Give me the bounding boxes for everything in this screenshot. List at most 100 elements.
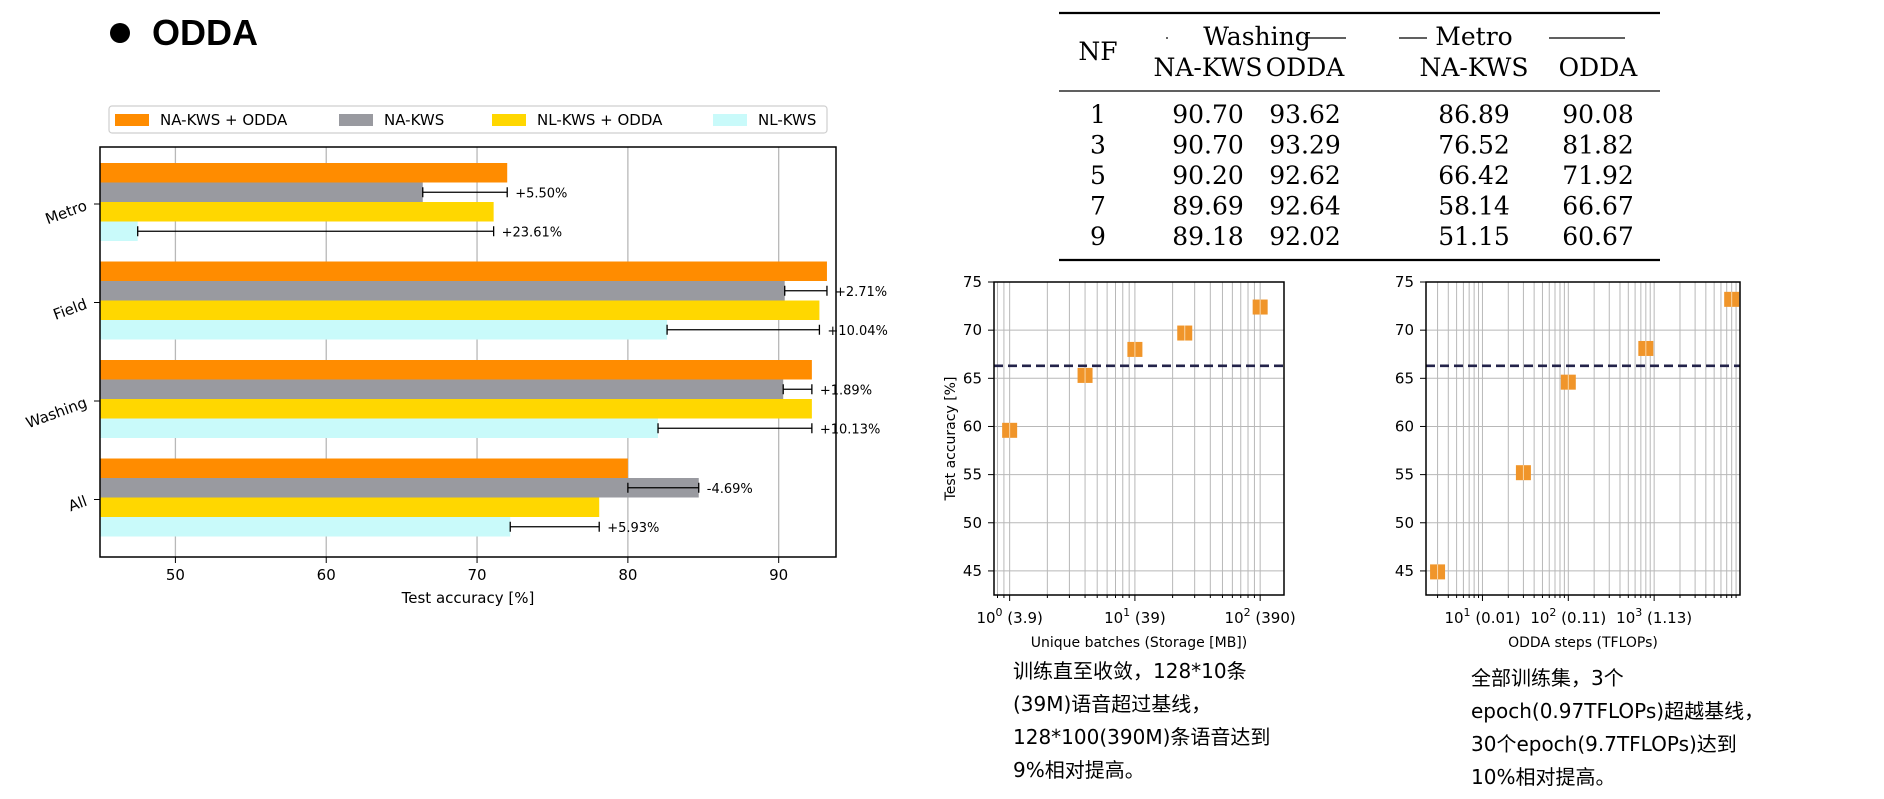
y-tick-label: 75 — [963, 273, 982, 291]
table-cell: 90.70 — [1172, 131, 1244, 160]
table-cell: 9 — [1090, 222, 1106, 251]
y-tick-label: 45 — [1395, 562, 1414, 580]
bar — [100, 163, 508, 183]
table-column-header: NA-KWS — [1420, 53, 1529, 82]
table-column-header: NA-KWS — [1154, 53, 1263, 82]
table-cell: 86.89 — [1438, 100, 1510, 129]
y-tick-label: 50 — [1395, 514, 1414, 532]
plot-frame — [993, 281, 1285, 596]
bar — [100, 221, 138, 241]
table-cell: 5 — [1090, 161, 1106, 190]
y-tick-label: 45 — [963, 562, 982, 580]
y-tick-label: Field — [51, 295, 90, 324]
note-line: epoch(0.97TFLOPs)超越基线， — [1471, 699, 1765, 723]
note-right: 全部训练集，3个 epoch(0.97TFLOPs)超越基线， 30个epoch… — [1471, 662, 1764, 794]
bar — [100, 418, 659, 438]
x-axis-label: ODDA steps (TFLOPs) — [1508, 635, 1658, 651]
x-tick-label: 70 — [468, 566, 487, 584]
bar — [100, 517, 511, 537]
data-label: -4.69% — [707, 482, 753, 497]
note-line: 128*100(390M)条语音达到 — [1013, 725, 1271, 749]
bar — [100, 478, 699, 498]
x-tick-label: 60 — [317, 566, 336, 584]
y-tick-label: 70 — [1395, 321, 1414, 339]
legend-swatch — [339, 114, 373, 126]
note-line: 全部训练集，3个 — [1471, 666, 1624, 690]
x-axis-label: Test accuracy [%] — [401, 589, 535, 607]
legend-label: NL-KWS + ODDA — [537, 111, 663, 129]
x-tick-label: 103 (1.13) — [1616, 606, 1692, 627]
data-label: +2.71% — [835, 285, 887, 300]
bar — [100, 497, 600, 517]
table-cell: 1 — [1090, 100, 1106, 129]
legend-swatch — [115, 114, 149, 126]
slide-title-text: ODDA — [152, 12, 258, 53]
plot-frame — [99, 146, 837, 558]
bar — [100, 202, 494, 222]
table-cell: 60.67 — [1562, 222, 1634, 251]
y-tick-label: Metro — [43, 196, 90, 228]
y-tick-label: 55 — [963, 466, 982, 484]
scatter-chart-flops: 45 50 55 60 65 70 75 101 (0.01) 102 (0.11) 103 (1… — [1395, 273, 1741, 651]
note-line: 30个epoch(9.7TFLOPs)达到 — [1471, 732, 1737, 756]
x-tick-label: 102 (390) — [1225, 606, 1296, 627]
legend-label: NL-KWS — [758, 111, 816, 129]
table-cell: 81.82 — [1562, 131, 1634, 160]
table-cell: 76.52 — [1438, 131, 1510, 160]
table-cell: 89.18 — [1172, 222, 1244, 251]
table-cell: 66.42 — [1438, 161, 1510, 190]
table-cell: 51.15 — [1438, 222, 1510, 251]
legend-swatch — [713, 114, 747, 126]
note-line: 10%相对提高。 — [1471, 765, 1616, 789]
y-tick-label: 55 — [1395, 466, 1414, 484]
data-label: +10.04% — [827, 324, 887, 339]
slide-title: ODDA — [110, 12, 258, 54]
y-tick-label: 65 — [963, 369, 982, 387]
y-tick-label: Washing — [24, 393, 90, 432]
y-tick-label: 70 — [963, 321, 982, 339]
table-cell: 93.29 — [1269, 131, 1341, 160]
y-tick-label: 60 — [1395, 417, 1414, 435]
x-tick-label: 50 — [166, 566, 185, 584]
legend-label: NA-KWS — [384, 111, 444, 129]
bar-chart: 50 60 70 80 90 +5.50% +23.61% Metro +2.71% +10.04… — [24, 105, 888, 607]
y-tick-label: 50 — [963, 514, 982, 532]
table-group-header: Metro — [1435, 22, 1512, 51]
table-cell: 90.20 — [1172, 161, 1244, 190]
table-cell: 90.08 — [1562, 100, 1634, 129]
data-label: +23.61% — [502, 225, 562, 240]
table-group-header: Washing — [1203, 22, 1310, 51]
data-label: +5.93% — [607, 521, 659, 536]
table-cell: 7 — [1090, 192, 1106, 221]
table-cell: 93.62 — [1269, 100, 1341, 129]
bar — [100, 360, 812, 380]
data-label: +10.13% — [820, 422, 880, 437]
bar — [100, 281, 785, 301]
y-tick-label: All — [66, 492, 90, 515]
y-axis-label: Test accuracy [%] — [943, 377, 959, 502]
x-tick-label: 102 (0.11) — [1530, 606, 1606, 627]
bullet-icon — [110, 23, 130, 43]
y-tick-label: 75 — [1395, 273, 1414, 291]
legend-label: NA-KWS + ODDA — [160, 111, 288, 129]
bar — [100, 261, 827, 281]
table-column-header: NF — [1078, 37, 1117, 66]
table-cell: 58.14 — [1438, 192, 1510, 221]
table-cell: 89.69 — [1172, 192, 1244, 221]
note-line: 训练直至收敛，128*10条 — [1013, 659, 1247, 683]
table-cell: 3 — [1090, 131, 1106, 160]
table-cell: 92.64 — [1269, 192, 1341, 221]
note-left: 训练直至收敛，128*10条 (39M)语音超过基线， 128*100(390M… — [1013, 655, 1270, 787]
bar — [100, 399, 812, 419]
bar — [100, 182, 423, 202]
note-line: 9%相对提高。 — [1013, 758, 1145, 782]
table-cell: 92.02 — [1269, 222, 1341, 251]
y-tick-label: 65 — [1395, 369, 1414, 387]
x-axis-label: Unique batches (Storage [MB]) — [1031, 635, 1247, 651]
bar — [100, 300, 820, 320]
scatter-chart-storage: 45 50 55 60 65 70 75 100 (3.9) 101 (39) 102 (390)… — [943, 273, 1296, 651]
table-cell: 66.67 — [1562, 192, 1634, 221]
bar — [100, 379, 784, 399]
data-label: +5.50% — [515, 186, 567, 201]
